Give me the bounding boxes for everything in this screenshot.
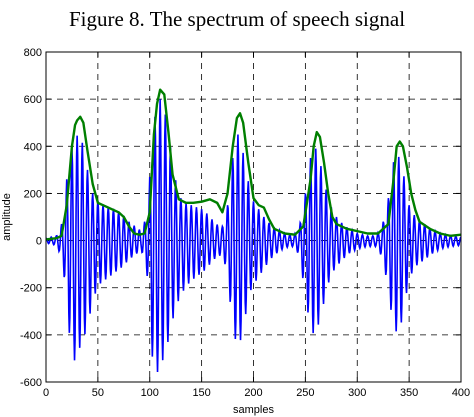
series-line-signal [45, 99, 462, 372]
x-tick-label: 250 [296, 387, 314, 399]
x-tick-labels: 0 50 100 150 200 250 300 350 400 [43, 387, 470, 399]
series-line-envelope [45, 88, 462, 241]
y-tick-label: -200 [20, 283, 42, 295]
y-tick-label: 800 [24, 47, 42, 59]
x-tick-label: 300 [348, 387, 366, 399]
y-tick-label: -400 [20, 330, 42, 342]
y-tick-label: 600 [24, 94, 42, 106]
y-axis-label: amplitude [1, 193, 13, 241]
x-tick-label: 350 [400, 387, 418, 399]
y-tick-label: -600 [20, 377, 42, 389]
series-layer [45, 88, 462, 372]
y-tick-label: 200 [24, 188, 42, 200]
y-tick-label: 0 [36, 236, 42, 248]
x-tick-label: 50 [92, 387, 104, 399]
x-tick-label: 100 [141, 387, 159, 399]
x-tick-label: 0 [43, 387, 49, 399]
x-tick-label: 200 [244, 387, 262, 399]
plot-area-frame [45, 51, 462, 383]
y-tick-label: 400 [24, 141, 42, 153]
y-tick-labels: -600 -400 -200 0 200 400 600 800 [20, 47, 42, 389]
x-tick-label: 400 [452, 387, 470, 399]
x-tick-label: 150 [192, 387, 210, 399]
x-axis-label: samples [233, 404, 274, 416]
figure-caption: Figure 8. The spectrum of speech signal [69, 7, 405, 31]
